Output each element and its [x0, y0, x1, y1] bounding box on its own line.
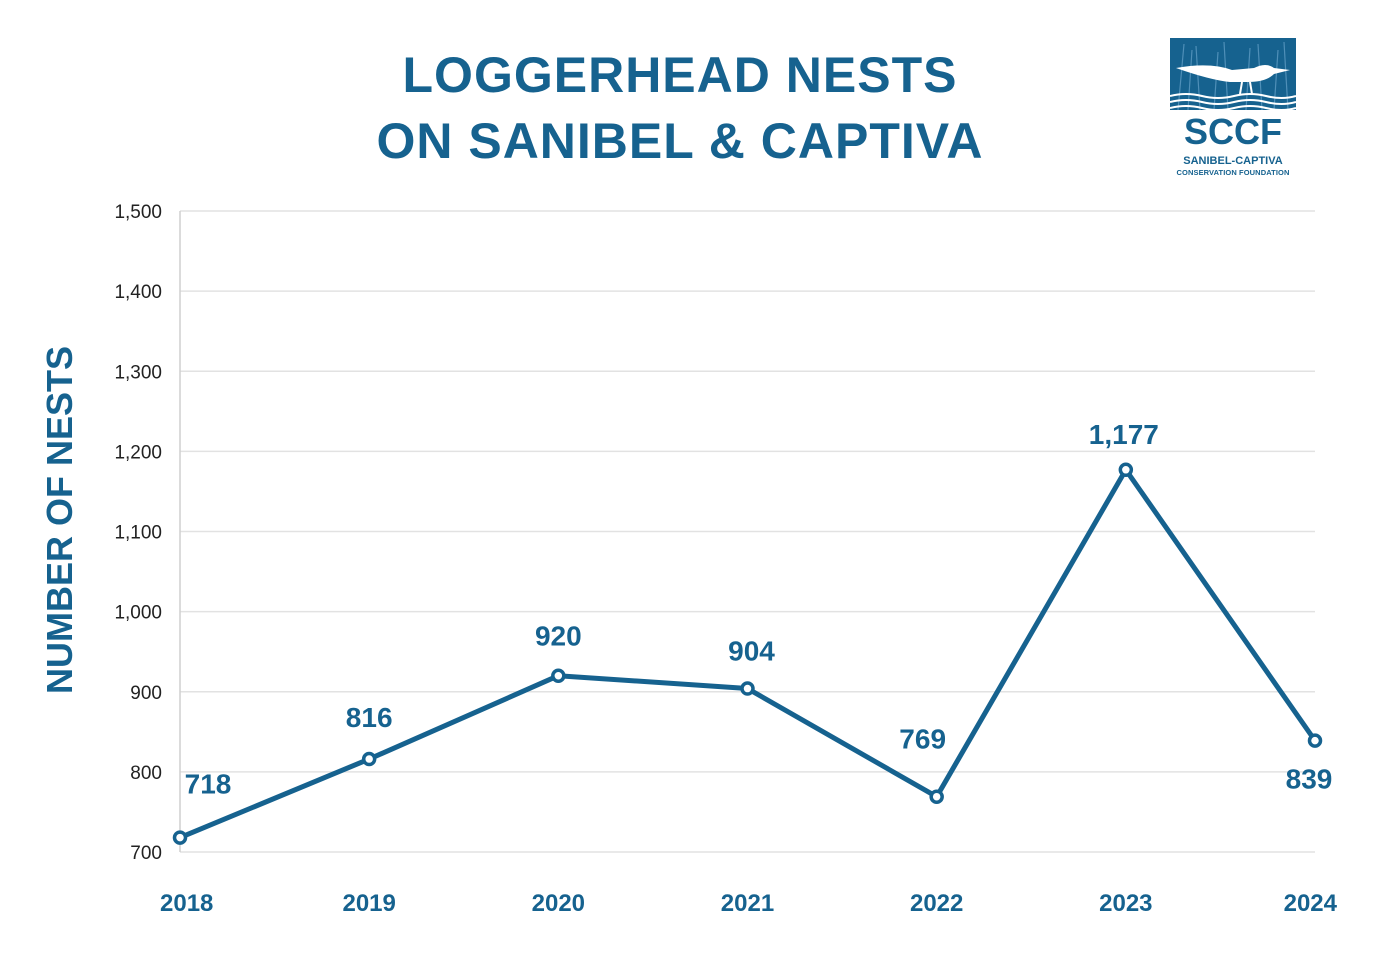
y-tick-label: 1,000 [114, 603, 162, 624]
x-tick-label: 2023 [1099, 890, 1152, 917]
y-tick-label: 1,200 [114, 442, 162, 463]
y-tick-label: 700 [130, 843, 162, 864]
y-tick-label: 1,400 [114, 282, 162, 303]
data-points [172, 462, 1323, 845]
y-tick-label: 1,300 [114, 362, 162, 383]
data-label: 1,177 [1089, 419, 1159, 450]
y-tick-label: 800 [130, 763, 162, 784]
chart-title-line-1: LOGGERHEAD NESTS [402, 47, 958, 103]
x-tick-label: 2019 [342, 890, 395, 917]
sccf-logo: SCCF SANIBEL-CAPTIVA CONSERVATION FOUNDA… [1169, 38, 1297, 178]
x-tick-label: 2020 [532, 890, 585, 917]
x-tick-label: 2024 [1284, 890, 1338, 917]
data-label: 904 [728, 636, 775, 667]
x-tick-labels: 2018 2019 2020 2021 2022 2023 2024 [160, 890, 1338, 917]
data-labels: 718 816 920 904 769 1,177 839 [185, 419, 1333, 800]
logo-tagline-2: CONSERVATION FOUNDATION [1176, 168, 1290, 177]
x-tick-label: 2022 [910, 890, 963, 917]
x-tick-label: 2021 [721, 890, 774, 917]
data-point [361, 751, 377, 767]
y-tick-label: 1,500 [114, 202, 162, 223]
logo-tagline-1: SANIBEL-CAPTIVA [1183, 155, 1283, 167]
chart-title-line-2: ON SANIBEL & CAPTIVA [376, 113, 984, 169]
data-point [1307, 733, 1323, 748]
data-point [1118, 462, 1134, 478]
chart-title: LOGGERHEAD NESTS ON SANIBEL & CAPTIVA [230, 42, 1130, 174]
logo-wordmark: SCCF [1184, 111, 1282, 152]
data-point [172, 830, 188, 845]
data-label: 920 [535, 621, 582, 652]
heron-logo-icon [1169, 38, 1297, 111]
data-label: 839 [1286, 764, 1333, 795]
gridlines [180, 210, 1315, 853]
data-point [551, 668, 566, 683]
data-point [929, 789, 944, 804]
y-tick-label: 900 [130, 683, 162, 704]
y-tick-labels: 700 800 900 1,000 1,100 1,200 1,300 1,400 1,500 [114, 202, 162, 864]
data-label: 816 [346, 702, 393, 733]
data-point [740, 681, 755, 696]
data-label: 769 [899, 724, 946, 755]
x-tick-label: 2018 [160, 890, 213, 917]
data-label: 718 [185, 769, 232, 800]
y-tick-label: 1,100 [114, 523, 162, 544]
